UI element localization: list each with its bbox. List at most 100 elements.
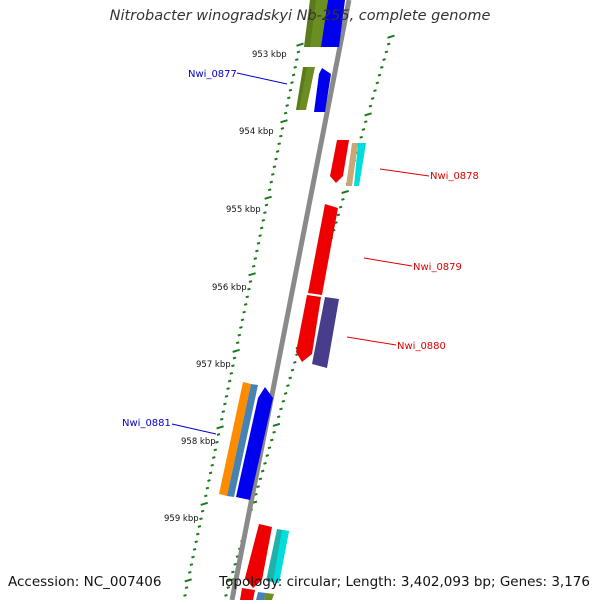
tick-mark <box>286 384 290 388</box>
tick-mark <box>338 205 343 209</box>
gene-nwi-0879[interactable] <box>308 204 338 295</box>
gene-label-nwi-0877[interactable]: Nwi_0877 <box>188 69 237 80</box>
tick-mark <box>296 50 301 54</box>
gene-bottom-red-2[interactable] <box>240 588 255 600</box>
tick-mark <box>200 509 205 513</box>
tick-mark <box>215 440 219 444</box>
tick-mark <box>232 356 237 360</box>
tick-mark <box>255 249 259 253</box>
tick-mark <box>277 142 281 146</box>
gene-nwi-0878-red[interactable] <box>330 140 349 183</box>
scale-label-959: 959 kbp <box>164 514 199 524</box>
tick-mark <box>283 111 288 115</box>
tick-mark <box>212 456 216 459</box>
gene-nwi-0880-red[interactable] <box>296 295 321 362</box>
gene-nwi-0878-cyan[interactable] <box>354 143 366 186</box>
tick-mark <box>194 540 198 544</box>
tick-mark <box>231 570 235 574</box>
gene-nwi-0881-orange[interactable] <box>219 382 251 496</box>
genome-backbone <box>229 0 352 601</box>
tick-mark <box>267 188 272 192</box>
tick-mark <box>245 295 250 299</box>
leader-line-nwi-0879 <box>363 257 413 267</box>
tick-mark <box>188 570 192 574</box>
tick-mark <box>248 272 256 277</box>
tick-mark <box>272 430 276 434</box>
tick-mark <box>221 410 226 414</box>
tick-mark <box>361 128 366 131</box>
tick-mark <box>296 42 304 47</box>
gene-label-nwi-0880[interactable]: Nwi_0880 <box>397 341 446 352</box>
tick-mark <box>373 89 377 93</box>
tick-mark <box>243 303 248 306</box>
tick-mark <box>240 318 245 322</box>
tick-mark <box>231 364 235 368</box>
scale-labels: 953 kbp 954 kbp 955 kbp 956 kbp 957 kbp … <box>164 50 287 524</box>
tick-mark <box>380 65 384 69</box>
tick-mark <box>267 446 272 450</box>
tick-mark <box>258 234 262 238</box>
tick-mark <box>279 134 283 138</box>
gene-nwi-0877-olive[interactable] <box>296 67 315 110</box>
gene-nwi-0877-blue[interactable] <box>314 68 331 112</box>
topology-text: Topology: circular; Length: 3,402,093 bp… <box>219 574 590 590</box>
tick-mark <box>293 65 297 69</box>
tick-mark <box>281 399 286 403</box>
gene-nwi-0880-slate[interactable] <box>312 297 339 368</box>
gene-label-nwi-0881[interactable]: Nwi_0881 <box>122 418 171 429</box>
tick-mark <box>237 333 242 337</box>
tick-mark <box>191 555 195 559</box>
tick-mark <box>210 463 214 467</box>
tick-mark <box>270 438 274 442</box>
tick-mark <box>384 50 389 54</box>
gene-nwi-0881-steel[interactable] <box>227 384 258 497</box>
tick-mark <box>269 180 274 184</box>
gene-top-olive[interactable] <box>304 0 328 47</box>
tick-mark <box>242 310 246 314</box>
tick-mark <box>226 578 235 583</box>
tick-mark <box>233 562 237 566</box>
tick-mark <box>265 454 270 457</box>
tick-mark <box>184 586 189 590</box>
tick-mark <box>216 433 221 436</box>
tick-mark <box>232 348 240 353</box>
gene-bottom-steel[interactable] <box>256 592 266 600</box>
tick-mark <box>285 104 289 107</box>
scale-label-956: 956 kbp <box>212 283 247 293</box>
gene-label-nwi-0878[interactable]: Nwi_0878 <box>430 171 479 182</box>
gene-nwi-0878-tan[interactable] <box>346 143 358 186</box>
scale-label-954: 954 kbp <box>239 127 274 137</box>
tick-mark <box>295 58 299 62</box>
gene-bottom-olive[interactable] <box>264 593 274 600</box>
gene-nwi-0881-blue[interactable] <box>236 387 273 500</box>
tick-mark <box>375 81 380 85</box>
tick-mark <box>200 501 208 506</box>
tick-mark <box>283 392 288 395</box>
tick-mark <box>364 112 372 117</box>
gene-label-nwi-0879[interactable]: Nwi_0879 <box>413 262 462 273</box>
tick-mark <box>251 264 256 268</box>
tick-mark <box>239 326 243 329</box>
tick-mark <box>253 257 258 260</box>
tick-mark <box>290 368 295 372</box>
tick-mark <box>274 157 278 161</box>
tick-mark <box>184 578 192 583</box>
leader-line-nwi-0878 <box>379 168 430 177</box>
gene-top-blue[interactable] <box>321 0 345 47</box>
tick-mark <box>207 479 211 482</box>
tick-mark <box>226 387 230 391</box>
tick-mark <box>256 485 260 489</box>
accession-text: Accession: NC_007406 <box>8 574 162 590</box>
tick-mark <box>271 172 275 176</box>
gene-bottom-cyan[interactable] <box>273 530 289 583</box>
tick-mark <box>288 376 292 380</box>
tick-mark <box>364 120 368 124</box>
tick-mark <box>213 448 218 452</box>
tick-mark <box>260 469 265 473</box>
gene-bottom-red-1[interactable] <box>245 524 272 588</box>
tick-mark <box>247 287 251 291</box>
tick-mark <box>204 494 208 498</box>
tick-mark <box>279 407 283 411</box>
tick-mark <box>382 58 386 61</box>
